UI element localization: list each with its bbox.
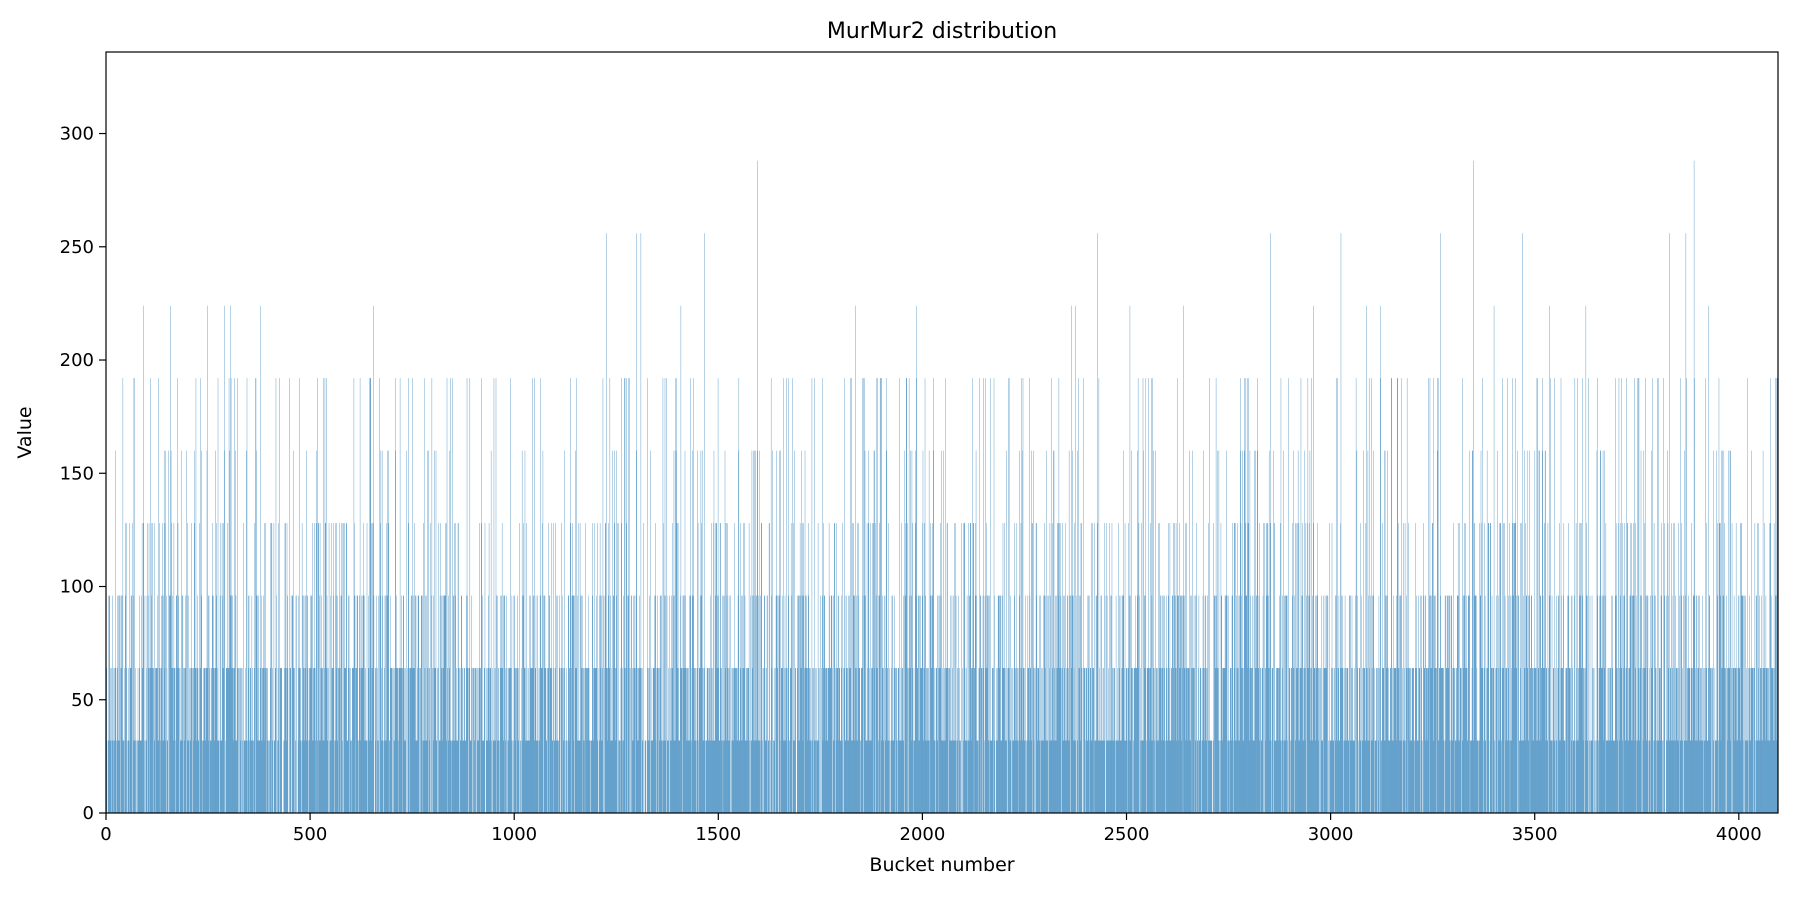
- plot-frame: [105, 51, 1779, 814]
- y-tick-label: 100: [60, 577, 94, 598]
- y-tick-label: 150: [60, 463, 94, 484]
- x-axis-title: Bucket number: [869, 854, 1014, 876]
- x-tick-label: 1000: [491, 824, 537, 845]
- y-axis: 0 50 100 150 200 250 300: [60, 124, 106, 824]
- y-tick-label: 200: [60, 350, 94, 371]
- x-tick-label: 2500: [1104, 824, 1150, 845]
- bars-layer: [106, 160, 1778, 813]
- x-tick-label: 4000: [1716, 824, 1762, 845]
- x-tick-label: 500: [293, 824, 327, 845]
- chart-title: MurMur2 distribution: [827, 19, 1057, 44]
- x-tick-label: 3000: [1308, 824, 1354, 845]
- x-axis: 0 500 1000 1500 2000 2500 3000 3500 4000: [100, 813, 1762, 845]
- x-tick-label: 3500: [1512, 824, 1558, 845]
- y-tick-label: 250: [60, 237, 94, 258]
- x-tick-label: 1500: [695, 824, 741, 845]
- y-tick-label: 50: [71, 690, 94, 711]
- y-axis-title: Value: [14, 406, 36, 458]
- y-tick-label: 300: [60, 124, 94, 145]
- x-tick-label: 0: [100, 824, 111, 845]
- x-tick-label: 2000: [900, 824, 946, 845]
- y-tick-label: 0: [83, 803, 94, 824]
